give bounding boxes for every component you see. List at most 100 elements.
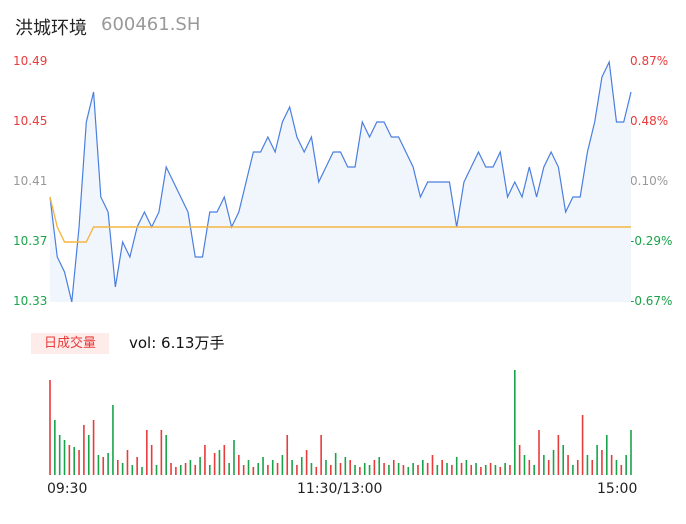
volume-bar (146, 430, 148, 475)
stock-code: 600461.SH (101, 14, 201, 35)
price-tick-label: 10.45 (13, 114, 48, 128)
volume-bar (359, 467, 361, 475)
volume-bar (102, 457, 105, 475)
volume-bar (615, 460, 618, 475)
volume-bar (543, 455, 545, 475)
volume-bar (315, 467, 318, 475)
volume-bar (310, 463, 313, 475)
volume-bar (441, 460, 443, 475)
volume-bar (179, 465, 182, 475)
volume-bar (605, 435, 608, 475)
volume-bar (271, 460, 274, 475)
percent-tick-label: -0.29% (630, 234, 673, 248)
volume-bar (126, 450, 129, 475)
volume-bar (218, 450, 221, 475)
volume-bar (330, 465, 332, 475)
time-label-midday: 11:30/13:00 (297, 481, 383, 497)
volume-bar (533, 465, 535, 475)
volume-bar (291, 460, 293, 475)
volume-bar (388, 465, 390, 475)
volume-bar (422, 460, 424, 475)
volume-bar (199, 457, 201, 475)
volume-bar (112, 405, 114, 475)
volume-bar (238, 455, 240, 475)
volume-bar (233, 440, 235, 475)
volume-bar (436, 465, 439, 475)
volume-bar (107, 453, 109, 475)
volume-bar (451, 465, 453, 475)
volume-bar (87, 435, 90, 475)
volume-bar (499, 467, 502, 475)
volume-bar (417, 465, 419, 475)
price-line (49, 59, 632, 303)
volume-bar (160, 430, 163, 475)
volume-bar (484, 465, 487, 475)
volume-bar (267, 465, 269, 475)
volume-bar (121, 463, 124, 475)
volume-bar (528, 460, 531, 475)
volume-bar (407, 467, 410, 475)
volume-bar (78, 450, 80, 475)
volume-bar (475, 463, 477, 475)
volume-bar (446, 463, 448, 475)
volume-bar (591, 460, 594, 475)
volume-bar (610, 455, 613, 475)
time-label-open: 09:30 (47, 481, 88, 497)
volume-bar (58, 435, 61, 475)
volume-bar (97, 455, 100, 475)
volume-bar (68, 445, 71, 475)
volume-bar (223, 445, 226, 475)
volume-bar (247, 460, 250, 475)
volume-bar (184, 463, 187, 475)
volume-bar (281, 455, 284, 475)
volume-bar (194, 465, 197, 475)
volume-bar (392, 460, 395, 475)
volume-bar (538, 430, 540, 475)
price-tick-label: 10.41 (13, 174, 48, 188)
volume-bar (562, 445, 565, 475)
volume-bar (136, 457, 138, 475)
percent-tick-label: 0.48% (630, 114, 669, 128)
volume-bar (518, 445, 521, 475)
volume-bar (286, 435, 289, 475)
volume-bar (228, 463, 230, 475)
volume-bar (514, 370, 516, 475)
volume-bar (325, 460, 327, 475)
volume-bar (567, 455, 569, 475)
volume-bar (63, 440, 66, 475)
volume-bar (412, 463, 414, 475)
volume-bar (489, 463, 492, 475)
volume-bar (49, 380, 51, 475)
volume-bar (368, 465, 371, 475)
volume-bar (83, 425, 85, 475)
percent-tick-label: 0.87% (630, 54, 669, 68)
volume-bar (344, 457, 347, 475)
volume-bar (373, 460, 376, 475)
volume-bar (378, 457, 381, 475)
volume-bar (276, 463, 279, 475)
volume-bar (572, 465, 574, 475)
volume-bar (334, 453, 337, 475)
volume-bar (494, 465, 497, 475)
volume-bar (552, 450, 555, 475)
volume-bar (208, 465, 211, 475)
volume-bar (349, 460, 351, 475)
volume-bar (460, 463, 463, 475)
volume-bar (504, 463, 506, 475)
volume-bar (601, 450, 603, 475)
volume-bar (581, 415, 584, 475)
volume-badge[interactable]: 日成交量 (31, 333, 109, 354)
volume-bar (320, 435, 322, 475)
price-tick-label: 10.49 (13, 54, 48, 68)
percent-tick-label: 0.10% (630, 174, 669, 188)
volume-bar (596, 445, 598, 475)
volume-bar (242, 465, 245, 475)
volume-bar (141, 467, 143, 475)
volume-bar (189, 460, 192, 475)
volume-bar (480, 467, 482, 475)
volume-bar (620, 465, 623, 475)
volume-bar (131, 465, 134, 475)
volume-bar (339, 463, 342, 475)
volume-bar (557, 435, 560, 475)
